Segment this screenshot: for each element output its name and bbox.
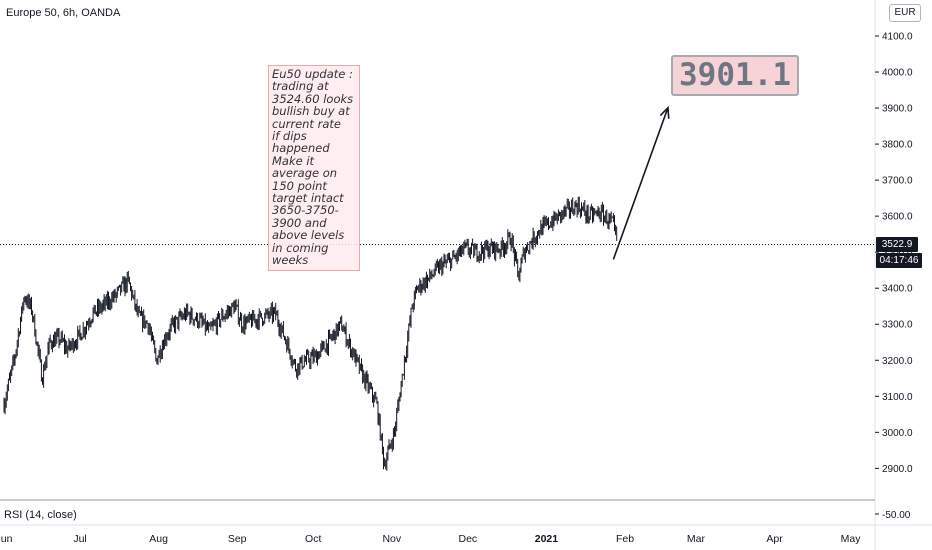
time-axis: Jun Jul Aug Sep Oct Nov Dec 2021 Feb Mar Apr May — [0, 533, 861, 545]
price-axis-label: 3600.0 — [882, 212, 913, 223]
bar-countdown-tag: 04:17:46 — [876, 253, 922, 268]
time-axis-label: Jul — [73, 533, 86, 545]
price-axis-label: 3200.0 — [882, 356, 913, 367]
price-axis-label: 3300.0 — [882, 320, 913, 331]
price-axis-label: 2900.0 — [882, 464, 913, 475]
time-axis-label: May — [841, 533, 862, 545]
price-axis-label: 3000.0 — [882, 428, 913, 439]
time-axis-label: Dec — [459, 533, 478, 545]
note-line: if dips — [272, 129, 307, 144]
projection-arrow-head — [659, 105, 670, 119]
target-projection — [612, 105, 670, 260]
note-line: in coming — [272, 240, 329, 255]
note-line: 3900 and — [272, 215, 327, 230]
price-series — [3, 196, 618, 471]
note-line: 3524.60 looks — [272, 91, 354, 106]
time-axis-label: Nov — [382, 533, 401, 545]
last-price-tag: 3522.9 — [876, 237, 918, 252]
note-line: above levels — [272, 228, 345, 243]
time-axis-label: Aug — [149, 533, 168, 545]
time-axis-label: Apr — [766, 533, 783, 545]
target-price-label[interactable]: 3901.1 — [671, 55, 799, 96]
note-line: happened — [272, 141, 330, 156]
price-axis-label: 3100.0 — [882, 392, 913, 403]
time-axis-label: Feb — [616, 533, 634, 545]
time-axis-label: Sep — [228, 533, 247, 545]
price-axis-label: 3400.0 — [882, 284, 913, 295]
note-line: target intact — [272, 191, 344, 206]
note-line: bullish buy at — [272, 104, 350, 119]
time-axis-label: 2021 — [535, 533, 559, 545]
projection-arrow[interactable] — [612, 107, 669, 260]
note-line: average on — [272, 166, 338, 181]
price-axis-label: 4100.0 — [882, 32, 913, 43]
price-axis-label: 4000.0 — [882, 68, 913, 79]
note-line: weeks — [272, 253, 309, 268]
currency-badge[interactable]: EUR — [889, 4, 921, 22]
note-line: 150 point — [272, 178, 327, 193]
time-axis-label: Mar — [687, 533, 706, 545]
price-axis-label: 3700.0 — [882, 176, 913, 187]
price-axis-label: 3800.0 — [882, 140, 913, 151]
note-line: trading at — [272, 79, 329, 94]
time-axis-label: Oct — [305, 533, 321, 545]
note-line: 3650-3750- — [272, 203, 339, 218]
note-line: current rate — [272, 116, 341, 131]
analysis-note[interactable]: Eu50 update : trading at 3524.60 looks b… — [268, 65, 360, 271]
note-line: Make it — [272, 153, 315, 168]
time-axis-label: Jun — [0, 533, 13, 545]
price-axis: 4100.04000.03900.03800.03700.03600.03500… — [875, 32, 913, 475]
price-axis-label: 3900.0 — [882, 104, 913, 115]
rsi-indicator-label[interactable]: RSI (14, close) — [4, 509, 77, 521]
symbol-title[interactable]: Europe 50, 6h, OANDA — [6, 7, 121, 19]
note-line: Eu50 update : — [272, 67, 353, 81]
rsi-level-label: -50.00 — [882, 510, 911, 521]
